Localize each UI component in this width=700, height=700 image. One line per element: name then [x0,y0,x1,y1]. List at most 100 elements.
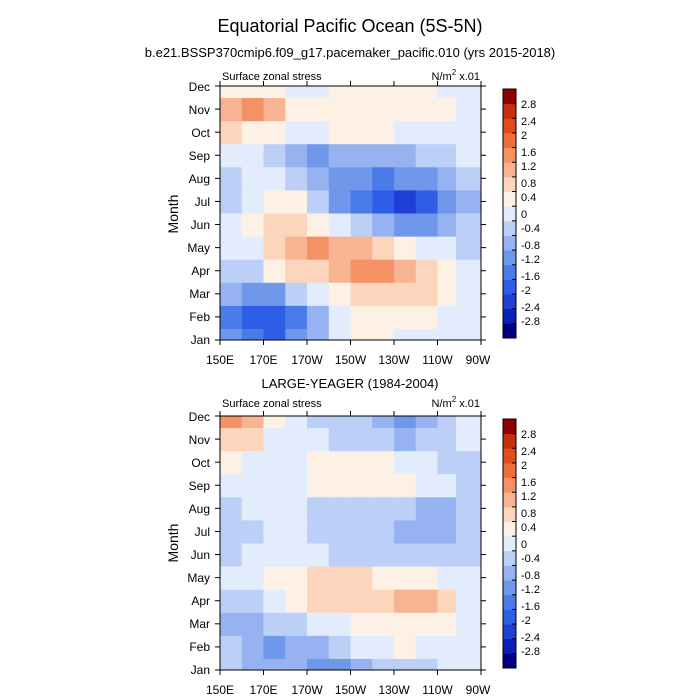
heatmap-cell [394,97,417,122]
heatmap-cell [437,189,457,214]
heatmap-cell [307,86,330,99]
heatmap-cell [263,328,286,341]
colorbar-swatch [503,536,516,552]
heatmap-cell [220,416,243,429]
heatmap-cell [241,120,264,145]
colorbar-swatch [503,220,516,236]
heatmap-cell [455,86,482,99]
panel-1-ticks [215,81,486,345]
colorbar-swatch [503,492,516,508]
colorbar-2-label: 1.6 [521,477,536,489]
colorbar-1-label: -2.4 [521,302,540,314]
panel-1: b.e21.BSSP370cmip6.f09_g17.pacemaker_pac… [145,45,555,367]
heatmap-cell [328,427,351,452]
heatmap-cell [415,213,438,237]
panel-2-ylabel: Month [165,524,181,563]
heatmap-cell [285,86,308,99]
heatmap-cell [241,589,264,613]
panel-1-y-tick-label: Nov [189,103,210,117]
heatmap-cell [372,166,395,191]
panel-2-x-tick-label: 110W [422,683,453,697]
heatmap-cell [372,189,395,214]
heatmap-cell [263,143,286,168]
heatmap-cell [394,213,417,237]
heatmap-cell [394,589,417,613]
heatmap-cell [455,166,482,191]
heatmap-cell [285,496,308,521]
colorbar-2-label: -1.2 [521,584,540,596]
heatmap-cell [415,473,438,498]
panel-1-y-tick-label: Jan [191,333,210,347]
heatmap-cell [415,416,438,429]
heatmap-cell [455,305,482,329]
colorbar-1-label: 1.2 [521,161,536,173]
heatmap-cell [394,496,417,521]
heatmap-cell [372,496,395,521]
heatmap-cell [350,328,373,341]
heatmap-cell [437,305,457,329]
heatmap-cell [394,416,417,429]
heatmap-cell [241,566,264,590]
heatmap-cell [372,566,395,590]
panel-2-x-tick-label: 150E [206,683,234,697]
heatmap-cell [285,143,308,168]
heatmap-cell [285,259,308,283]
heatmap-cell [241,543,264,567]
heatmap-cell [372,658,395,671]
heatmap-cell [285,120,308,145]
heatmap-cell [372,86,395,99]
heatmap-cell [220,86,243,99]
heatmap-cell [437,519,457,544]
heatmap-cell [455,143,482,168]
heatmap-cell [307,328,330,341]
panel-1-x-tick-label: 150E [206,353,234,367]
heatmap-cell [307,282,330,306]
heatmap-cell [220,166,243,191]
heatmap-cell [241,473,264,498]
heatmap-cell [437,543,457,567]
colorbar-2-label: 0.4 [521,522,536,534]
heatmap-cell [350,143,373,168]
heatmap-cell [372,473,395,498]
heatmap-cell [241,86,264,99]
heatmap-cell [328,496,351,521]
heatmap-cell [394,86,417,99]
panel-1-y-tick-labels: Jan Feb Mar Apr May Jun Jul Aug Sep Oct … [187,80,210,347]
heatmap-cell [307,305,330,329]
colorbar-1-label: -0.4 [521,223,540,235]
heatmap-cell [415,120,438,145]
heatmap-cell [307,427,330,452]
panel-2-units-label: N/m2 x.01 [432,395,480,410]
heatmap-cell [350,416,373,429]
heatmap-cell [307,213,330,237]
heatmap-cell [415,143,438,168]
colorbar-1-label: -1.6 [521,271,540,283]
colorbar-swatch [503,132,516,148]
panel-2-y-tick-label: Oct [191,456,210,470]
heatmap-cell [394,189,417,214]
heatmap-cell [394,236,417,260]
heatmap-cell [285,416,308,429]
colorbar-swatch [503,147,516,163]
heatmap-cell [455,189,482,214]
colorbar-swatch [503,103,516,119]
heatmap-cell [263,213,286,237]
heatmap-cell [455,635,482,659]
colorbar-1: 2.8 2.4 2 1.6 1.2 0.8 0.4 0 -0.4 -0.8 -1… [502,88,540,339]
heatmap-cell [328,97,351,122]
heatmap-cell [437,97,457,122]
colorbar-swatch [503,609,516,625]
heatmap-cell [437,566,457,590]
heatmap-cell [285,282,308,306]
panel-1-ylabel: Month [165,195,181,234]
panel-1-y-tick-label: Feb [189,310,210,324]
panel-2-y-tick-label: Jun [191,548,210,562]
heatmap-cell [415,282,438,306]
colorbar-swatch [503,653,516,669]
panel-2-y-tick-label: Apr [191,594,210,608]
heatmap-cell [285,328,308,341]
heatmap-cell [328,189,351,214]
heatmap-cell [415,328,438,341]
panel-1-y-tick-label: Mar [189,287,210,301]
colorbar-swatch [503,638,516,654]
